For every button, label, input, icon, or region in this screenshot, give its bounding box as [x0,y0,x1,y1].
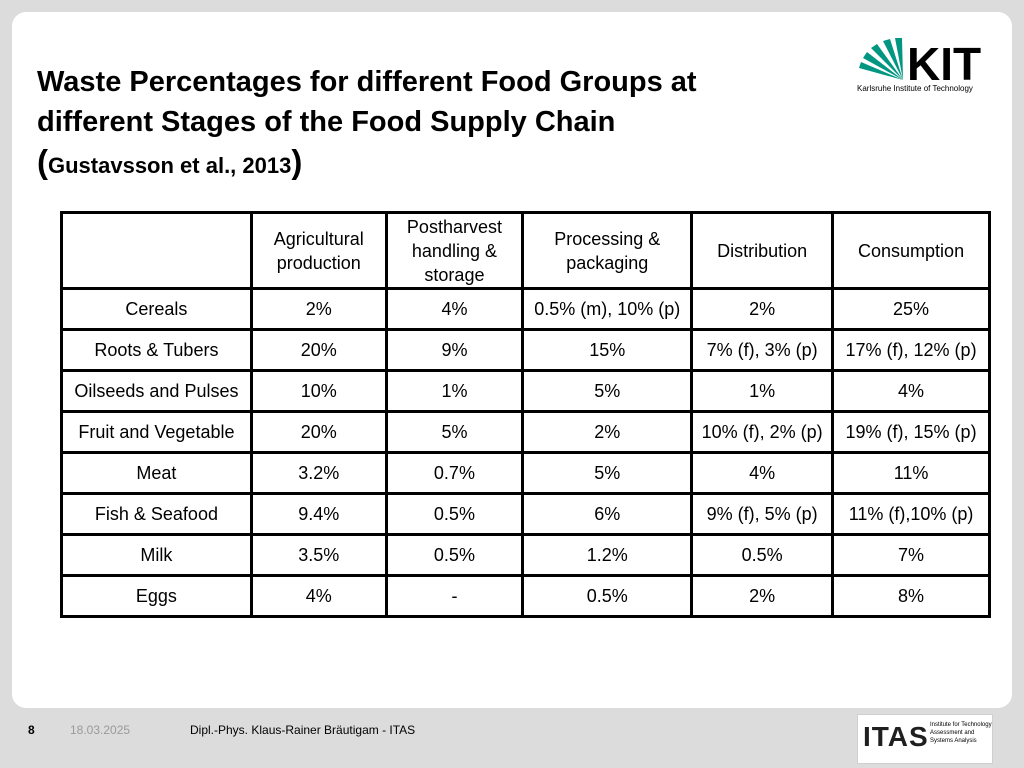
footer-author: Dipl.-Phys. Klaus-Rainer Bräutigam - ITA… [190,723,416,737]
table-row: Roots & Tubers 20% 9% 15% 7% (f), 3% (p) 17% … [60,328,991,372]
table-row: Milk 3.5% 0.5% 1.2% 0.5% 7% [60,533,991,577]
value-cell: 0.5% [690,533,835,577]
kit-logo: KIT Karlsruhe Institute of Technology [857,38,985,98]
header-cell-empty [60,211,253,290]
header-postharvest: Postharvest handling & storage [384,211,525,290]
value-cell: 0.5% [384,533,525,577]
itas-subtitle: Institute for Technology Assessment and … [930,722,992,744]
table-header-row: Agricultural production Postharvest hand… [60,211,991,290]
table-row: Meat 3.2% 0.7% 5% 4% 11% [60,451,991,495]
row-label-cell: Oilseeds and Pulses [60,369,253,413]
value-cell: 5% [521,369,694,413]
row-label-cell: Milk [60,533,253,577]
row-label-cell: Meat [60,451,253,495]
value-cell: 0.5% [384,492,525,536]
value-cell: 0.5% [521,574,694,618]
value-cell: 1.2% [521,533,694,577]
header-agricultural-production: Agricultural production [249,211,388,290]
kit-fan-icon [859,38,903,80]
value-cell: 4% [831,369,991,413]
footer-date: 18.03.2025 [70,723,131,737]
value-cell: 8% [831,574,991,618]
waste-table: Agricultural production Postharvest hand… [60,211,991,618]
value-cell: 4% [690,451,835,495]
value-cell: 2% [690,574,835,618]
table-body: Cereals 2% 4% 0.5% (m), 10% (p) 2% 25% Roots &… [60,287,991,618]
kit-logo-mark: KIT [859,38,981,90]
itas-logo: ITAS Institute for Technology Assessment… [857,714,993,764]
row-label-cell: Fish & Seafood [60,492,253,536]
value-cell: 2% [521,410,694,454]
value-cell: 17% (f), 12% (p) [831,328,991,372]
value-cell: 5% [521,451,694,495]
value-cell: 0.7% [384,451,525,495]
value-cell: 20% [249,328,388,372]
row-label-cell: Eggs [60,574,253,618]
citation-open-paren: ( [37,143,48,180]
value-cell: 11% [831,451,991,495]
row-label-cell: Cereals [60,287,253,331]
header-processing: Processing & packaging [521,211,694,290]
value-cell: 9.4% [249,492,388,536]
value-cell: 7% (f), 3% (p) [690,328,835,372]
value-cell: 19% (f), 15% (p) [831,410,991,454]
title-line-1: Waste Percentages for different Food Gro… [37,66,697,98]
value-cell: 2% [690,287,835,331]
table-row: Fish & Seafood 9.4% 0.5% 6% 9% (f), 5% (p) 11… [60,492,991,536]
itas-wordmark: ITAS [863,721,929,752]
value-cell: 2% [249,287,388,331]
title-citation: (Gustavsson et al., 2013) [37,142,837,186]
value-cell: 25% [831,287,991,331]
header-consumption: Consumption [831,211,991,290]
table-row: Fruit and Vegetable 20% 5% 2% 10% (f), 2% (p… [60,410,991,454]
value-cell: 4% [249,574,388,618]
title-line-2: different Stages of the Food Supply Chai… [37,106,616,138]
value-cell: 9% [384,328,525,372]
citation-text: Gustavsson et al., 2013 [48,153,292,178]
citation-close-paren: ) [291,143,303,180]
kit-wordmark: KIT [907,38,981,84]
slide-title: Waste Percentages for different Food Gro… [37,62,837,186]
value-cell: 9% (f), 5% (p) [690,492,835,536]
value-cell: - [384,574,525,618]
value-cell: 11% (f),10% (p) [831,492,991,536]
kit-logo-subtitle: Karlsruhe Institute of Technology [857,84,973,93]
value-cell: 10% (f), 2% (p) [690,410,835,454]
value-cell: 7% [831,533,991,577]
table-row: Eggs 4% -0.5% 2% 8% [60,574,991,618]
value-cell: 3.5% [249,533,388,577]
row-label-cell: Roots & Tubers [60,328,253,372]
value-cell: 20% [249,410,388,454]
value-cell: 0.5% (m), 10% (p) [521,287,694,331]
table-row: Cereals 2% 4% 0.5% (m), 10% (p) 2% 25% [60,287,991,331]
table-row: Oilseeds and Pulses 10% 1% 5% 1% 4% [60,369,991,413]
page-number: 8 [28,723,35,737]
value-cell: 3.2% [249,451,388,495]
value-cell: 1% [384,369,525,413]
value-cell: 10% [249,369,388,413]
value-cell: 15% [521,328,694,372]
header-distribution: Distribution [690,211,835,290]
row-label-cell: Fruit and Vegetable [60,410,253,454]
value-cell: 5% [384,410,525,454]
value-cell: 6% [521,492,694,536]
value-cell: 4% [384,287,525,331]
value-cell: 1% [690,369,835,413]
